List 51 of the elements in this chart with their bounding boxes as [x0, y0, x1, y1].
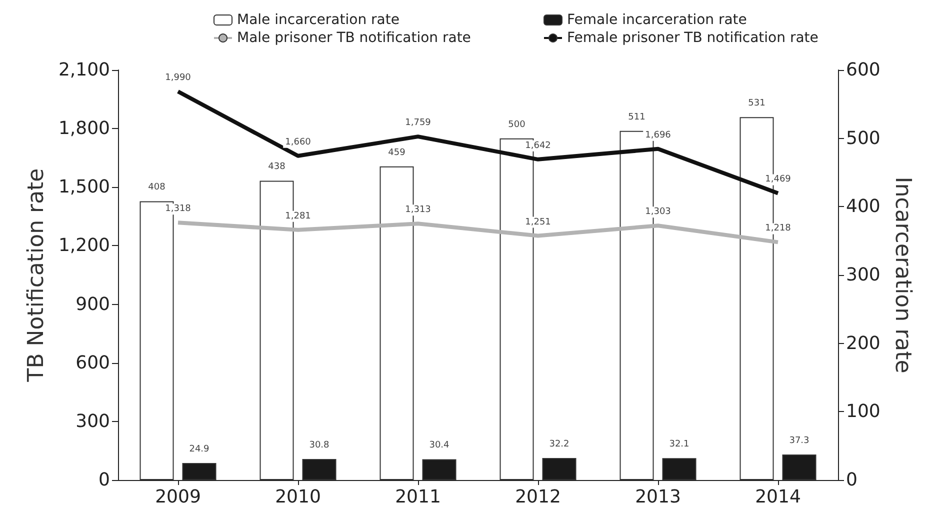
data-label: 459 [388, 148, 406, 158]
data-label: 1,281 [285, 211, 311, 222]
y2-tick-label: 600 [846, 60, 880, 80]
y2-tick-label: 400 [846, 196, 880, 218]
y2-tick-label: 0 [846, 470, 858, 490]
data-label: 1,990 [165, 72, 192, 83]
legend-label: Female incarceration rate [567, 12, 747, 28]
y2-tick-label: 300 [846, 264, 880, 286]
x-tick-label: 2011 [395, 486, 441, 508]
data-label: 1,318 [165, 204, 192, 214]
data-label: 30.8 [309, 440, 330, 450]
y2-tick-label: 100 [846, 401, 880, 422]
data-label: 1,642 [525, 140, 551, 151]
x-tick-label: 2013 [635, 486, 681, 508]
x-tick-label: 2012 [515, 486, 561, 508]
data-label: 531 [748, 98, 766, 109]
x-tick-label: 2014 [755, 486, 801, 508]
data-label: 1,313 [405, 205, 431, 216]
data-label: 1,218 [765, 224, 792, 234]
y-tick-label: 1,800 [58, 118, 110, 140]
data-label: 37.3 [789, 436, 810, 446]
y-tick-label: 1,500 [58, 176, 110, 198]
data-label: 438 [268, 162, 286, 172]
data-label: 1,696 [645, 130, 672, 140]
y2-tick-label: 200 [846, 332, 880, 354]
data-label: 1,251 [525, 217, 551, 228]
legend-label: Male incarceration rate [237, 12, 400, 28]
data-label: 408 [148, 182, 166, 193]
data-label: 1,303 [645, 207, 671, 218]
y-tick-label: 2,100 [58, 60, 110, 80]
data-label: 30.4 [429, 440, 450, 451]
data-label: 511 [628, 112, 646, 122]
data-label: 1,469 [765, 174, 792, 185]
y-tick-label: 600 [76, 352, 110, 374]
data-label: 24.9 [189, 444, 210, 454]
x-tick-label: 2009 [155, 486, 201, 508]
y-tick-label: 1,200 [58, 235, 110, 256]
data-label: 32.2 [549, 439, 570, 450]
x-tick-label: 2010 [275, 486, 321, 508]
legend-label: Male prisoner TB notification rate [237, 30, 471, 46]
y-tick-label: 300 [76, 410, 110, 432]
y-tick-label: 0 [98, 470, 110, 490]
data-label: 1,660 [285, 137, 312, 148]
y-axis-title: TB Notification rate [24, 168, 50, 383]
y2-tick-label: 500 [846, 128, 880, 149]
data-label: 1,759 [405, 118, 432, 128]
y-tick-label: 900 [76, 294, 110, 315]
legend-label: Female prisoner TB notification rate [567, 30, 818, 46]
data-label: 500 [508, 120, 526, 130]
data-label: 32.1 [669, 440, 690, 450]
y2-axis-title: Incarceration rate [890, 176, 915, 374]
